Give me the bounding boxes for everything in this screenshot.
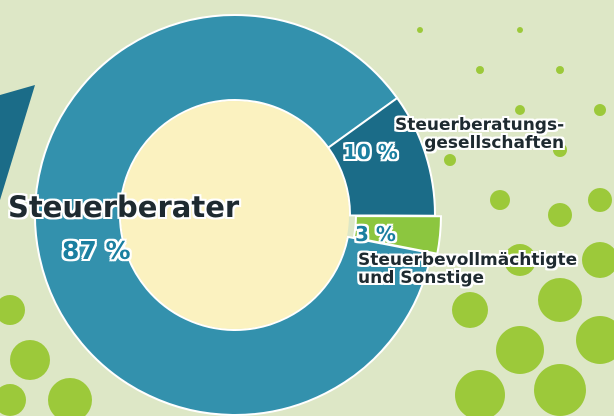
label: Steuerberater	[8, 192, 239, 222]
label: Steuerbevollmächtigte und Sonstige	[358, 252, 577, 288]
value-label: 3 %	[355, 222, 396, 246]
value-label: 87 %	[62, 236, 131, 265]
label: Steuerberatungs- gesellschaften	[395, 117, 564, 153]
infographic: Steuerberater 87 % Steuerberatungs- gese…	[0, 0, 614, 416]
value-label: 10 %	[343, 140, 398, 164]
decor-shape	[0, 85, 35, 200]
